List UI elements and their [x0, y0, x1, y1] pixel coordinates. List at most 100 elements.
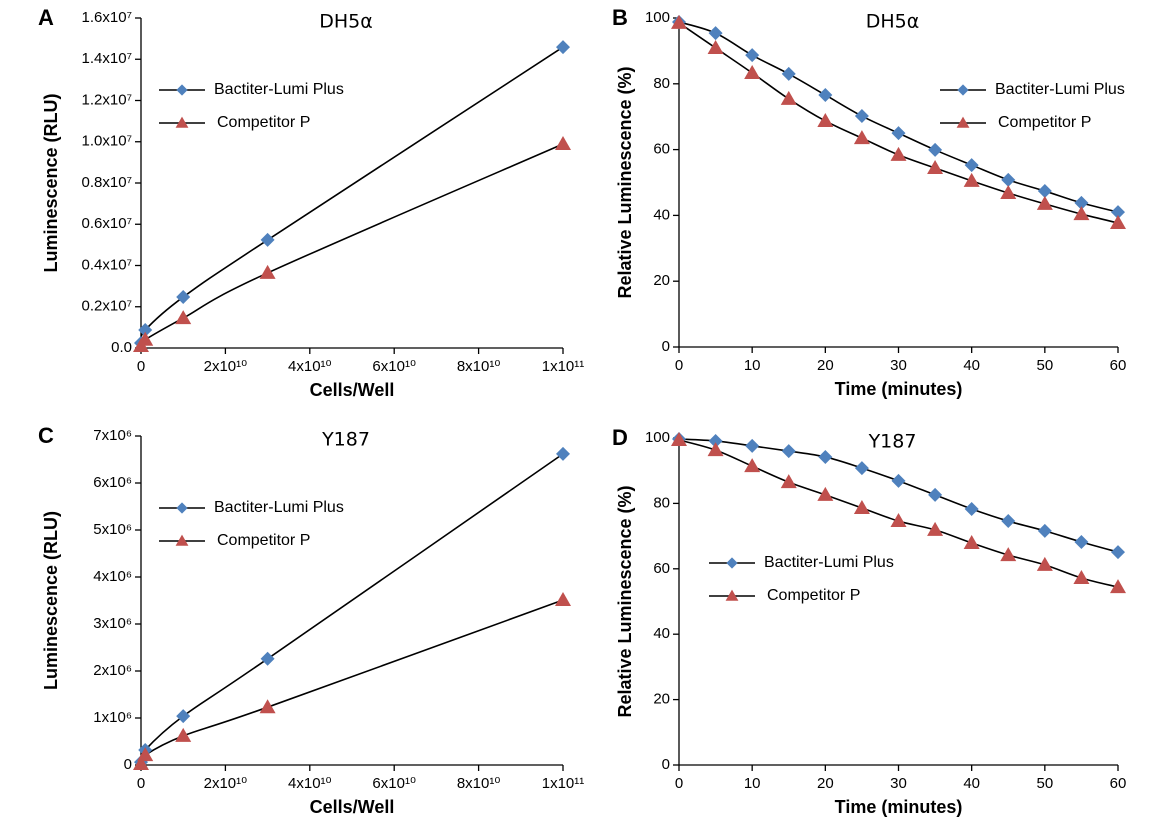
x-tick-label: 8x10¹⁰ — [457, 358, 501, 375]
x-tick-label: 1x10¹¹ — [542, 775, 585, 792]
x-tick-label: 0 — [675, 775, 683, 792]
data-point — [854, 461, 869, 476]
data-point — [1073, 569, 1090, 584]
data-point — [927, 160, 944, 175]
data-point — [1001, 172, 1016, 187]
x-tick-label: 40 — [963, 357, 980, 374]
data-point — [1074, 195, 1089, 210]
data-point — [138, 323, 153, 338]
data-point — [818, 87, 833, 102]
y-tick-label: 60 — [653, 560, 670, 577]
y-tick-label: 0 — [124, 756, 132, 773]
y-tick-label: 5x10⁶ — [93, 521, 132, 538]
chart-title: DH5α — [866, 11, 920, 33]
x-tick-label: 4x10¹⁰ — [288, 358, 332, 375]
y-tick-label: 3x10⁶ — [93, 615, 132, 632]
legend-marker — [176, 502, 188, 514]
panel-letter: D — [612, 425, 628, 450]
y-tick-label: 1.0x10⁷ — [82, 133, 132, 150]
data-point — [556, 446, 570, 461]
data-point — [780, 474, 797, 489]
legend-marker — [726, 557, 738, 569]
x-tick-label: 50 — [1036, 357, 1053, 374]
chart-title: DH5α — [319, 11, 373, 33]
y-tick-label: 0.6x10⁷ — [82, 215, 132, 232]
y-axis-title: Relative Luminescence (%) — [615, 66, 635, 298]
data-point — [175, 727, 192, 742]
data-point — [817, 486, 834, 501]
series-line — [678, 438, 1119, 553]
x-tick-label: 0 — [137, 358, 145, 375]
data-point — [1036, 195, 1053, 210]
data-point — [781, 444, 796, 459]
legend-label: Competitor P — [217, 114, 310, 131]
data-point — [708, 26, 723, 41]
legend-marker — [956, 116, 970, 128]
data-point — [1001, 514, 1016, 529]
y-tick-label: 0.4x10⁷ — [82, 256, 132, 273]
panel-letter: B — [612, 5, 628, 30]
data-point — [259, 699, 276, 714]
x-tick-label: 2x10¹⁰ — [204, 775, 248, 792]
data-point — [1000, 185, 1017, 200]
x-tick-label: 0 — [137, 775, 145, 792]
data-point — [817, 112, 834, 127]
x-tick-label: 50 — [1036, 775, 1053, 792]
data-point — [780, 90, 797, 105]
y-tick-label: 0.0 — [111, 339, 132, 356]
legend-label: Competitor P — [767, 587, 860, 604]
chart-title: Y187 — [321, 429, 370, 451]
y-tick-label: 2x10⁶ — [93, 662, 132, 679]
y-tick-label: 1.6x10⁷ — [82, 9, 132, 26]
data-point — [853, 499, 870, 514]
data-point — [853, 130, 870, 145]
y-tick-label: 7x10⁶ — [93, 427, 132, 444]
data-point — [176, 709, 191, 724]
data-point — [1037, 523, 1052, 538]
y-tick-label: 40 — [653, 206, 670, 223]
x-tick-label: 10 — [744, 775, 761, 792]
x-axis-title: Time (minutes) — [835, 379, 963, 399]
x-tick-label: 8x10¹⁰ — [457, 775, 501, 792]
data-point — [175, 310, 192, 325]
data-point — [744, 64, 761, 79]
y-tick-label: 6x10⁶ — [93, 474, 132, 491]
y-axis-title: Luminescence (RLU) — [41, 93, 61, 272]
x-tick-label: 60 — [1110, 775, 1127, 792]
data-point — [854, 109, 869, 124]
data-point — [928, 142, 943, 157]
data-point — [176, 290, 191, 305]
data-point — [927, 521, 944, 536]
series-line — [139, 453, 564, 763]
data-point — [745, 48, 760, 63]
data-point — [964, 501, 979, 516]
x-tick-label: 30 — [890, 357, 907, 374]
data-point — [671, 14, 687, 29]
series-line — [139, 46, 564, 344]
data-point — [555, 592, 571, 607]
x-tick-label: 0 — [675, 357, 683, 374]
chart-title: Y187 — [868, 431, 917, 453]
data-point — [890, 513, 907, 528]
data-point — [137, 747, 154, 762]
x-tick-label: 60 — [1110, 357, 1127, 374]
y-tick-label: 20 — [653, 272, 670, 289]
x-axis-title: Time (minutes) — [835, 797, 963, 817]
y-tick-label: 80 — [653, 494, 670, 511]
legend-marker — [175, 534, 189, 546]
y-tick-label: 1.4x10⁷ — [82, 50, 132, 67]
data-point — [890, 146, 907, 161]
data-point — [818, 449, 833, 464]
panel-letter: A — [38, 5, 54, 30]
data-point — [1111, 205, 1125, 220]
x-tick-label: 30 — [890, 775, 907, 792]
data-point — [1000, 547, 1017, 562]
data-point — [259, 264, 276, 279]
data-point — [137, 331, 154, 346]
data-point — [891, 473, 906, 488]
y-tick-label: 4x10⁶ — [93, 568, 132, 585]
data-point — [133, 756, 149, 771]
data-point — [260, 651, 275, 666]
